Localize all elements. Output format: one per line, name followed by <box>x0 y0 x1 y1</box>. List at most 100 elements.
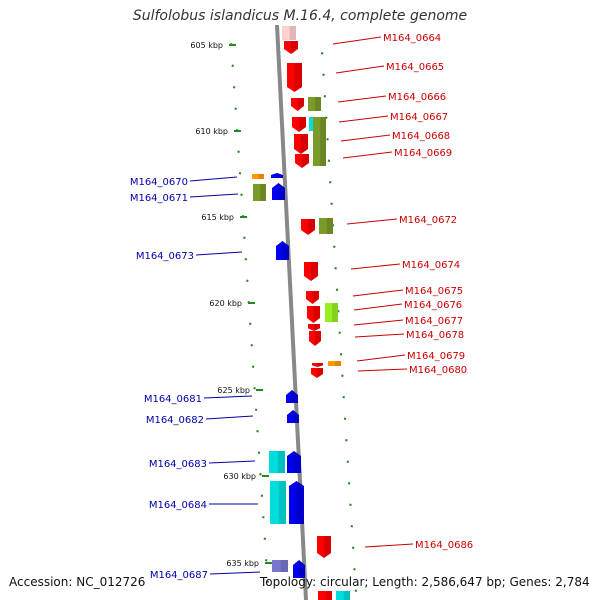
forward-gene-label[interactable]: M164_0672 <box>399 215 457 226</box>
track-dot <box>238 172 242 175</box>
reverse-gene-M164_0671-shade <box>278 183 285 200</box>
forward-gene-label[interactable]: M164_0680 <box>409 365 467 376</box>
forward-gene-label[interactable]: M164_0665 <box>386 62 444 73</box>
track-dot <box>262 516 265 519</box>
accession-text: Accession: NC_012726 <box>9 575 146 589</box>
forward-gene-M164_0665[interactable] <box>287 63 302 92</box>
forward-label-leader <box>332 36 382 45</box>
forward-gene-M164_0667[interactable] <box>292 117 306 132</box>
forward-gene-label[interactable]: M164_0669 <box>394 148 452 159</box>
forward-gene-M164_0669[interactable] <box>295 154 309 168</box>
forward-gene-label[interactable]: M164_0668 <box>392 131 450 142</box>
feature-olive-block-shade <box>315 97 321 111</box>
reverse-gene-M164_0681-shade <box>292 390 298 403</box>
forward-gene-M164_0664[interactable] <box>284 41 298 54</box>
forward-gene-label[interactable]: M164_0686 <box>415 540 473 551</box>
track-dot <box>353 568 356 571</box>
reverse-gene-M164_0673[interactable] <box>276 241 289 260</box>
track-dot <box>346 460 350 463</box>
forward-gene-label[interactable]: M164_0676 <box>404 300 462 311</box>
reverse-gene-M164_0671[interactable] <box>272 183 285 200</box>
forward-gene-M164_0672[interactable] <box>301 219 315 235</box>
reverse-gene-M164_0682[interactable] <box>287 410 299 423</box>
scale-track: 605 kbp 610 kbp 615 kbp 620 kbp 625 kbp 630 k… <box>190 41 272 568</box>
reverse-gene-M164_0670[interactable] <box>271 173 283 178</box>
forward-gene-M164_0678[interactable] <box>309 331 321 346</box>
reverse-gene-label[interactable]: M164_0673 <box>136 251 194 262</box>
track-dot <box>243 236 246 239</box>
reverse-gene-M164_0687-shade <box>299 560 305 578</box>
reverse-gene-M164_0687[interactable] <box>293 560 305 578</box>
track-dot <box>232 86 236 89</box>
reverse-gene-label[interactable]: M164_0681 <box>144 394 202 405</box>
forward-gene-label[interactable]: M164_0667 <box>390 112 448 123</box>
reverse-gene-M164_0670-shade <box>277 173 283 178</box>
reverse-gene-M164_0681[interactable] <box>286 390 298 403</box>
forward-gene-label[interactable]: M164_0674 <box>402 260 460 271</box>
feature-track <box>252 26 350 600</box>
track-dot <box>326 138 329 141</box>
track-dot <box>335 288 339 291</box>
feature-violet-block-shade <box>280 560 288 572</box>
forward-gene-label[interactable]: M164_0677 <box>405 316 463 327</box>
forward-gene-M164_0686[interactable] <box>317 536 331 558</box>
forward-gene-M164_0678-shade <box>315 331 321 346</box>
reverse-gene-M164_0683-shade <box>294 451 301 473</box>
forward-gene-M164_0677-shade <box>314 324 320 331</box>
track-dot <box>259 473 262 476</box>
label-track: M164_0664 M164_0665 M164_0666 M164_0667 M164… <box>130 33 473 581</box>
feature-red-block <box>318 591 332 600</box>
reverse-gene-label[interactable]: M164_0682 <box>146 415 204 426</box>
reverse-gene-M164_0684[interactable] <box>289 481 304 524</box>
forward-gene-M164_0666[interactable] <box>291 98 304 111</box>
track-dot <box>251 365 255 368</box>
forward-gene-M164_0675[interactable] <box>306 291 319 304</box>
forward-gene-M164_0679-shade <box>317 363 323 367</box>
feature-olive-block <box>308 97 321 111</box>
forward-gene-label[interactable]: M164_0664 <box>383 33 441 44</box>
reverse-gene-label[interactable]: M164_0670 <box>130 177 188 188</box>
forward-gene-M164_0674[interactable] <box>304 262 318 281</box>
forward-gene-M164_0679[interactable] <box>312 363 323 367</box>
forward-gene-label[interactable]: M164_0675 <box>405 286 463 297</box>
track-dot <box>250 344 253 347</box>
reverse-gene-label[interactable]: M164_0683 <box>149 459 207 470</box>
forward-gene-M164_0676[interactable] <box>307 306 320 323</box>
reverse-gene-label[interactable]: M164_0684 <box>149 500 207 511</box>
reverse-gene-M164_0682-shade <box>293 410 299 423</box>
forward-gene-M164_0668[interactable] <box>294 134 308 154</box>
track-dot <box>322 73 325 76</box>
track-dot <box>249 322 252 325</box>
track-dot <box>333 245 336 248</box>
forward-gene-M164_0680[interactable] <box>311 368 323 378</box>
track-dot <box>234 107 237 110</box>
feature-olive-block <box>253 184 266 201</box>
reverse-gene-M164_0684-shade <box>296 481 304 524</box>
forward-gene-M164_0677[interactable] <box>308 324 320 331</box>
forward-label-leader <box>352 289 404 297</box>
feature-cyan-block-shade <box>278 481 286 524</box>
forward-gene-M164_0668-shade <box>301 134 308 154</box>
forward-gene-label[interactable]: M164_0678 <box>406 330 464 341</box>
reverse-label-leader <box>209 571 261 575</box>
forward-gene-M164_0674-shade <box>311 262 318 281</box>
feature-orange-block-shade <box>258 174 264 179</box>
reverse-gene-M164_0683[interactable] <box>287 451 301 473</box>
forward-label-leader <box>337 95 387 103</box>
forward-gene-M164_0664-shade <box>291 41 298 54</box>
feature-orange-block <box>328 361 341 366</box>
forward-gene-label[interactable]: M164_0666 <box>388 92 446 103</box>
forward-label-leader <box>335 65 385 74</box>
track-dot <box>347 482 351 485</box>
feature-olive-block-shade <box>320 117 326 166</box>
feature-lime-block <box>325 303 338 322</box>
reverse-label-leader <box>195 251 243 256</box>
forward-gene-label[interactable]: M164_0679 <box>407 351 465 362</box>
forward-gene-M164_0676-shade <box>313 306 320 323</box>
track-dot <box>244 258 248 261</box>
reverse-gene-label[interactable]: M164_0671 <box>130 193 188 204</box>
reverse-gene-label[interactable]: M164_0687 <box>150 570 208 581</box>
track-dot <box>256 430 259 433</box>
track-dot <box>320 52 324 55</box>
